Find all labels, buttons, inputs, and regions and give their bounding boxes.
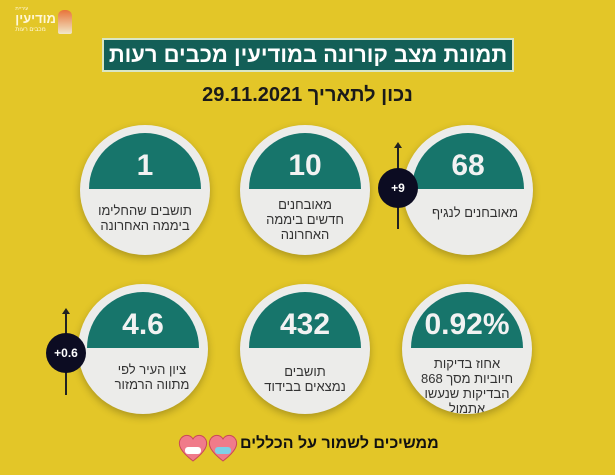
stat-positive-rate: 0.92% אחוז בדיקות חיוביות מסך 868 הבדיקו… xyxy=(402,284,532,414)
logo-texts: עיריית מודיעין מכבים רעות xyxy=(15,6,56,34)
stat-diagnosed: 68 מאובחנים לנגיף xyxy=(403,125,533,255)
logo-sub-text: מכבים רעות xyxy=(15,27,46,33)
change-badge: +0.6 xyxy=(46,333,86,373)
stat-new-diagnosed: 10 מאובחנים חדשים ביממה האחרונה xyxy=(240,125,370,255)
page-title: תמונת מצב קורונה במודיעין מכבים רעות xyxy=(102,38,514,72)
stat-recovered: 1 תושבים שהחלימו ביממה האחרונה xyxy=(80,125,210,255)
stat-label: מאובחנים חדשים ביממה האחרונה xyxy=(266,197,344,242)
stat-label: תושבים שהחלימו ביממה האחרונה xyxy=(98,203,192,233)
stat-value: 1 xyxy=(89,133,201,189)
stat-label: תושבים נמצאים בבידוד xyxy=(264,364,346,394)
stat-label: ציון העיר לפי מתווה הרמזור xyxy=(114,362,190,392)
logo-main-text: מודיעין xyxy=(15,11,56,26)
footer-slogan: ממשיכים לשמור על הכללים xyxy=(240,435,439,452)
change-badge: +9 xyxy=(378,168,418,208)
stat-label: מאובחנים לנגיף xyxy=(431,205,519,220)
logo-small-text: עיריית xyxy=(15,6,29,12)
stat-value: 4.6 xyxy=(87,292,199,348)
city-logo: עיריית מודיעין מכבים רעות xyxy=(4,6,74,40)
stat-value: 0.92% xyxy=(411,292,523,348)
logo-figure-icon xyxy=(58,10,72,34)
stat-traffic-light-score: 4.6 ציון העיר לפי מתווה הרמזור xyxy=(78,284,208,414)
stat-value: 10 xyxy=(249,133,361,189)
stat-isolation: 432 תושבים נמצאים בבידוד xyxy=(240,284,370,414)
date-line: נכון לתאריך 29.11.2021 xyxy=(202,84,413,106)
stat-label: אחוז בדיקות חיוביות מסך 868 הבדיקות שנעש… xyxy=(420,356,514,414)
stat-value: 432 xyxy=(249,292,361,348)
stat-value: 68 xyxy=(412,133,524,189)
masked-hearts-icon xyxy=(178,434,238,462)
